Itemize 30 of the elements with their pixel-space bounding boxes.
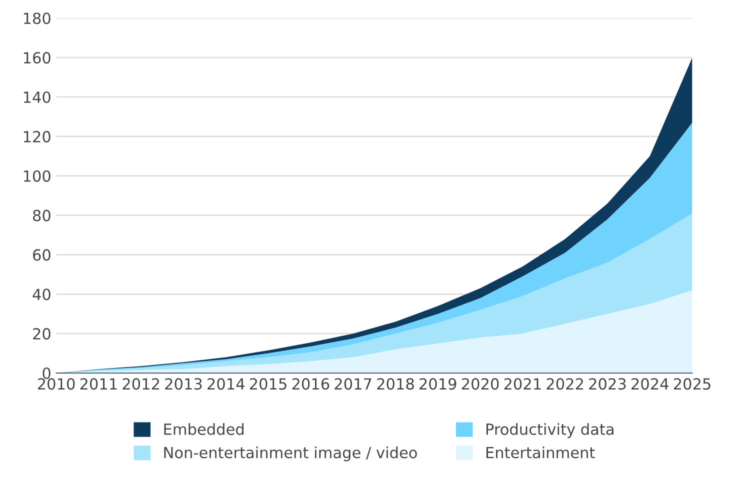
y-tick-label: 80 bbox=[33, 210, 50, 222]
x-tick-label: 2024 bbox=[632, 378, 668, 390]
y-tick-label: 0 bbox=[42, 367, 50, 380]
legend-label: Non-entertainment image / video bbox=[164, 446, 417, 462]
x-tick-label: 2017 bbox=[334, 378, 372, 390]
legend-label: Entertainment bbox=[486, 446, 595, 458]
x-tick-label: 2010 bbox=[38, 378, 75, 390]
y-tick-label: 40 bbox=[32, 288, 50, 300]
x-tick-label: 2018 bbox=[377, 378, 414, 390]
x-tick-label: 2015 bbox=[250, 378, 286, 390]
x-tick-label: 2016 bbox=[292, 378, 330, 390]
legend-label: Productivity data bbox=[486, 423, 614, 438]
legend-label: Embedded bbox=[164, 423, 244, 435]
y-tick-label: 100 bbox=[24, 170, 50, 182]
x-tick-label: 2022 bbox=[546, 378, 583, 390]
x-tick-label: 2011 bbox=[80, 378, 117, 390]
x-tick-label: 2025 bbox=[674, 378, 710, 390]
x-tick-label: 2014 bbox=[208, 378, 244, 390]
y-tick-label: 180 bbox=[24, 12, 50, 24]
x-tick-label: 2012 bbox=[122, 378, 159, 390]
y-tick-label: 140 bbox=[24, 91, 50, 104]
y-tick-label: 120 bbox=[24, 130, 50, 142]
x-tick-label: 2020 bbox=[462, 378, 499, 390]
y-tick-label: 160 bbox=[24, 52, 50, 64]
x-tick-label: 2019 bbox=[420, 378, 456, 390]
y-tick-label: 20 bbox=[33, 328, 50, 340]
y-tick-label: 60 bbox=[33, 249, 50, 261]
x-tick-label: 2013 bbox=[165, 378, 202, 390]
x-tick-label: 2021 bbox=[504, 378, 541, 390]
x-tick-label: 2023 bbox=[589, 378, 626, 390]
